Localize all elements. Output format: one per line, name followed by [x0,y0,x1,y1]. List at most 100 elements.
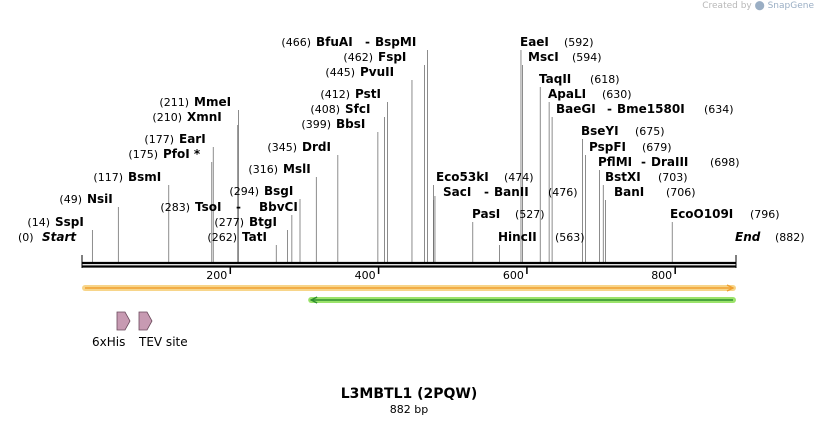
site-name-bseyi[interactable]: BseYI [581,124,619,138]
site-name-sspi[interactable]: SspI [55,215,84,229]
site-pos-bstxi: (703) [658,171,688,184]
site-name-mmei[interactable]: MmeI [194,95,231,109]
feature-orf-forward[interactable] [82,284,736,292]
site-name-bsmi[interactable]: BsmI [128,170,161,184]
site-name-hincii[interactable]: HincII [498,230,537,244]
start-pos: (0) [18,231,34,244]
site-name-pvuii[interactable]: PvuII [360,65,394,79]
site-pos-sfci: (408) [310,103,340,116]
tags[interactable]: 6xHis TEV site [92,311,188,349]
site-name-btgi[interactable]: BtgI [249,215,277,229]
site-pos-msci: (594) [572,51,602,64]
site-name-drdi[interactable]: DrdI [302,140,331,154]
site-name-msli[interactable]: MslI [283,162,311,176]
end-pos: (882) [775,231,805,244]
site-name-eari[interactable]: EarI [179,132,206,146]
site-name-tsoi[interactable]: TsoI [195,200,221,214]
site-lines [91,50,673,262]
site-pos-hincii: (563) [555,231,585,244]
site-name-separator: - [484,185,489,199]
site-name-pfoi[interactable]: PfoI * [163,147,201,161]
site-name-xmni[interactable]: XmnI [187,110,222,124]
site-name-bfuai[interactable]: BfuAI [316,35,353,49]
site-pos-pflmi: (698) [710,156,740,169]
site-pos-baegi: (634) [704,103,734,116]
site-name-bani[interactable]: BanI [614,185,644,199]
tag-6xhis[interactable]: 6xHis [92,311,131,349]
site-name-bsgi[interactable]: BsgI [264,184,293,198]
site-name-separator: - [641,155,646,169]
site-pos-nsii: (49) [59,193,82,206]
site-pos-eco0109i: (796) [750,208,780,221]
site-pos-taqii: (618) [590,73,620,86]
site-name-separator: - [607,102,612,116]
site-pos-eaei: (592) [564,36,594,49]
site-name-separator: - [365,35,370,49]
site-name2-bfuai[interactable]: BspMI [375,35,416,49]
tag-tev[interactable]: TEV site [138,311,188,349]
ruler-tick-label: 200 [206,269,227,282]
site-name2-saci[interactable]: BanII [494,185,529,199]
site-name-psai[interactable]: PasI [472,207,500,221]
tag-arrow-icon[interactable] [138,311,153,331]
tag-label: 6xHis [92,335,125,349]
tag-arrow-icon[interactable] [116,311,131,331]
site-name-pspfi[interactable]: PspFI [589,140,626,154]
site-pos-msli: (316) [248,163,278,176]
ruler-tick-label: 800 [651,269,672,282]
feature-orf-reverse[interactable] [308,296,736,304]
site-pos-eari: (177) [144,133,174,146]
site-pos-mmei: (211) [159,96,189,109]
end-label: End [735,230,761,244]
ruler-tick-label: 400 [355,269,376,282]
site-name-saci[interactable]: SacI [443,185,471,199]
sequence-length: 882 bp [390,403,428,416]
site-pos-fspi: (462) [343,51,373,64]
site-pos-tsoi: (283) [160,201,190,214]
tag-label: TEV site [138,335,188,349]
site-name-pflmi[interactable]: PflMI [598,155,632,169]
site-pos-sspi: (14) [27,216,50,229]
site-name-eco53ki[interactable]: Eco53kI [436,170,489,184]
site-name-baegi[interactable]: BaeGI [556,102,596,116]
site-name-bbsi[interactable]: BbsI [336,117,365,131]
snapgene-logo-icon: ⬤ [754,1,765,11]
ruler: 200 400 600 800 [206,266,676,282]
site-name-msci[interactable]: MscI [528,50,559,64]
site-name-bstxi[interactable]: BstXI [605,170,641,184]
site-pos-bsmi: (117) [93,171,123,184]
arrowhead-left-icon [309,296,318,304]
site-name-eco0109i[interactable]: EcoO109I [670,207,733,221]
site-name-tatI[interactable]: TatI [242,230,267,244]
site-pos-bbsi: (399) [301,118,331,131]
site-pos-bani: (706) [666,186,696,199]
site-name2-pflmi[interactable]: DraIII [651,155,688,169]
site-pos-btgi: (277) [214,216,244,229]
site-name-separator: - [236,200,241,214]
site-name2-tsoi[interactable]: BbvCI [259,200,298,214]
site-pos-xmni: (210) [152,111,182,124]
sequence-title: L3MBTL1 (2PQW) [341,386,478,402]
features[interactable] [82,284,736,304]
site-pos-psai: (527) [515,208,545,221]
site-pos-pvuii: (445) [325,66,355,79]
site-pos-pfoi: (175) [128,148,158,161]
site-name-nsii[interactable]: NsiI [87,192,113,206]
site-pos-bseyi: (675) [635,125,665,138]
site-name-psti[interactable]: PstI [355,87,381,101]
site-pos-bsgi: (294) [229,185,259,198]
site-name-eaei[interactable]: EaeI [520,35,549,49]
site-pos-psti: (412) [320,88,350,101]
arrowhead-right-icon [726,284,735,292]
site-name-fspi[interactable]: FspI [378,50,406,64]
site-name-sfci[interactable]: SfcI [345,102,370,116]
site-name-apali[interactable]: ApaLI [548,87,586,101]
site-pos-apali: (630) [602,88,632,101]
ruler-tick-label: 600 [503,269,524,282]
site-name-taqii[interactable]: TaqII [539,72,571,86]
site-labels: SspI (14) NsiI (49) BsmI (117) PfoI * (175) EarI… [18,35,805,244]
site-pos-bfuai: (466) [281,36,311,49]
credit-brand: SnapGene [767,1,814,11]
site-name2-baegi[interactable]: Bme1580I [617,102,685,116]
